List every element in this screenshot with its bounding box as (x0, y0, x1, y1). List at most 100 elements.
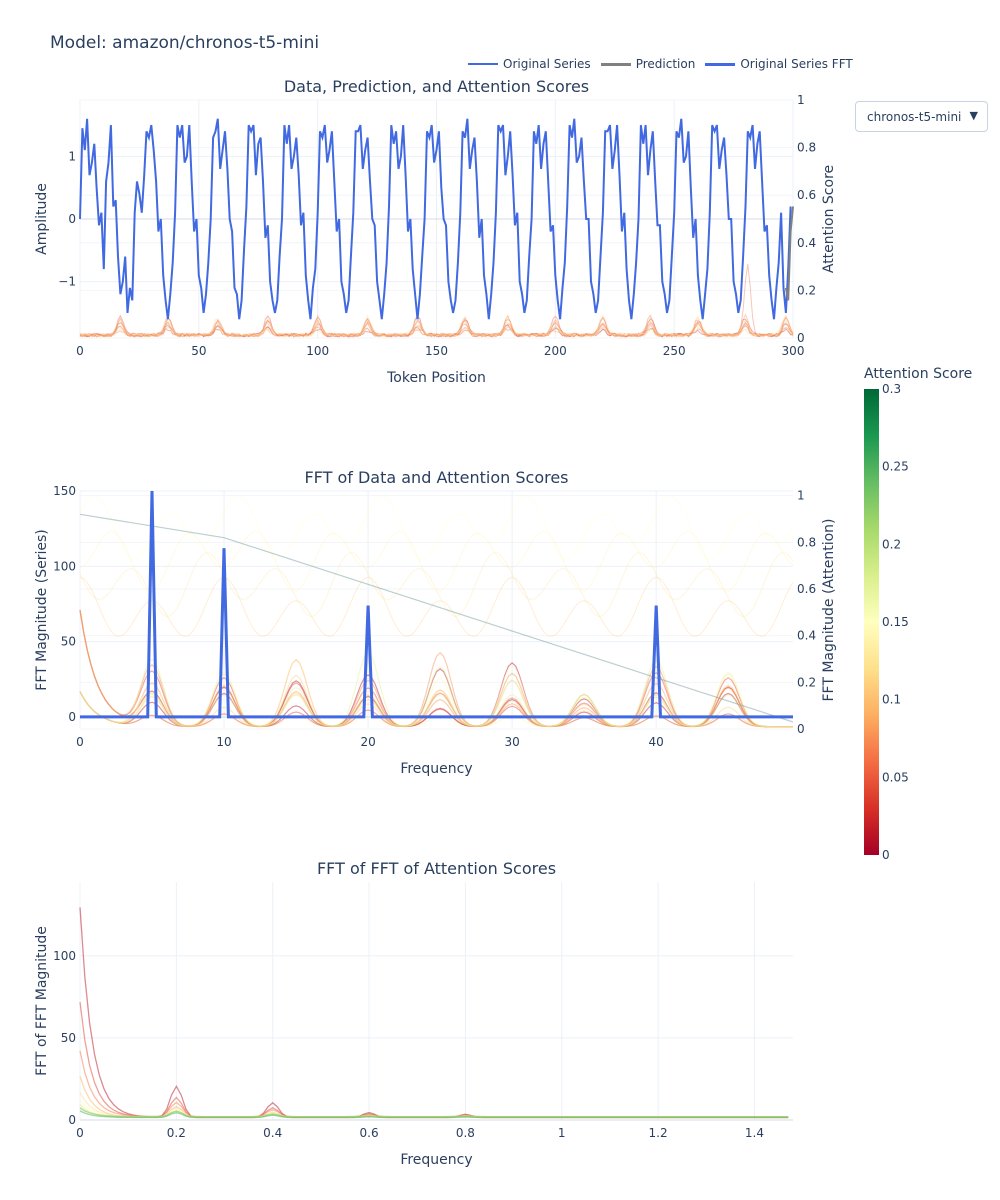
colorbar-tick-label: 0.2 (882, 537, 901, 551)
attention-fft-line (79, 691, 793, 728)
series-line-prediction (784, 206, 794, 301)
x-tick-label: 1 (558, 1126, 566, 1140)
x-tick-label: 100 (306, 344, 329, 358)
attention-line (79, 313, 794, 338)
triangle-down-icon: ▼ (969, 109, 978, 122)
fft-of-fft-line (79, 1050, 789, 1118)
y-tick-label: 50 (61, 1031, 76, 1045)
series-line-original (79, 118, 792, 320)
x-tick-label: 0 (76, 735, 84, 749)
y2-tick-label: 1 (797, 93, 805, 107)
attention-line (79, 314, 794, 338)
legend-item-original-series[interactable]: Original Series (468, 57, 591, 71)
y-tick-label: 100 (53, 559, 76, 573)
legend-label: Prediction (635, 57, 696, 71)
y2-tick-label: 0.4 (797, 236, 816, 250)
model-select-dropdown[interactable]: chronos-t5-mini ▼ (855, 101, 988, 132)
attention-line (79, 315, 794, 338)
y-tick-label: 0 (68, 212, 76, 226)
x-tick-label: 1.4 (745, 1126, 764, 1140)
colorbar-tick-label: 0.3 (882, 382, 901, 396)
y-tick-label: 150 (53, 484, 76, 498)
y2-axis-title: FFT Magnitude (Attention) (821, 518, 837, 701)
attention-line (79, 315, 794, 338)
legend-item-original-series-fft[interactable]: Original Series FFT (705, 57, 853, 71)
x-axis-title: Frequency (400, 1152, 472, 1168)
y2-tick-label: 0 (797, 331, 805, 345)
y2-tick-label: 0.8 (797, 141, 816, 155)
attention-fft-line (79, 495, 794, 561)
y2-axis-title: Attention Score (821, 165, 837, 273)
x-tick-label: 1.2 (649, 1126, 668, 1140)
legend-item-prediction[interactable]: Prediction (600, 57, 696, 71)
dropdown-selected-value: chronos-t5-mini (867, 109, 962, 124)
y-tick-label: 1 (68, 149, 76, 163)
y-tick-label: 0 (68, 710, 76, 724)
fft-of-fft-line (79, 1107, 789, 1118)
x-tick-label: 30 (504, 735, 519, 749)
y2-tick-label: 0.8 (797, 535, 816, 549)
y-tick-label: 0 (68, 1113, 76, 1127)
attention-fft-line (79, 609, 793, 728)
panel1-axes: Data, Prediction, and Attention Scores 0 5… (34, 77, 837, 386)
subplot-title: FFT of FFT of Attention Scores (317, 859, 556, 878)
attention-fft-line (79, 682, 793, 728)
y-tick-label: 50 (61, 635, 76, 649)
panel3-axes: FFT of FFT of Attention Scores 0 0.2 0.4 0.6… (34, 859, 793, 1168)
attention-fft-line (79, 552, 794, 617)
y2-tick-label: 1 (797, 489, 805, 503)
attention-line (79, 314, 794, 338)
x-tick-label: 50 (191, 344, 206, 358)
y-axis-title: FFT of FFT Magnitude (34, 926, 50, 1076)
y2-tick-label: 0.2 (797, 675, 816, 689)
fft-of-fft-line (79, 907, 789, 1119)
x-tick-label: 10 (216, 735, 231, 749)
fft-of-fft-lines (79, 907, 789, 1119)
x-tick-label: 200 (544, 344, 567, 358)
y2-tick-label: 0.6 (797, 582, 816, 596)
attention-fft-lines (79, 495, 794, 728)
legend-swatch-prediction (600, 62, 631, 66)
subplot-title: Data, Prediction, and Attention Scores (284, 77, 589, 96)
x-tick-label: 0.4 (263, 1126, 282, 1140)
attention-fft-line (79, 609, 793, 728)
y2-tick-label: 0.2 (797, 283, 816, 297)
attention-fft-line (79, 531, 794, 592)
y2-tick-label: 0 (797, 722, 805, 736)
attention-line (79, 316, 794, 338)
colorbar-title: Attention Score (864, 366, 972, 382)
attention-line (79, 314, 794, 338)
y-tick-label: 100 (53, 949, 76, 963)
colorbar-tick-label: 0 (882, 848, 890, 862)
attention-lines-panel1 (79, 263, 794, 338)
colorbar-tick-label: 0.25 (882, 460, 909, 474)
x-tick-label: 0 (76, 344, 84, 358)
attention-fft-line (79, 691, 793, 728)
attention-fft-line (79, 689, 793, 728)
x-axis-title: Frequency (400, 761, 472, 777)
attention-fft-line (79, 513, 794, 723)
y-tick-label: −1 (58, 275, 76, 289)
fft-of-fft-line (79, 1002, 789, 1118)
y-axis-title: FFT Magnitude (Series) (34, 529, 50, 690)
subplot-title: FFT of Data and Attention Scores (304, 468, 568, 487)
x-tick-label: 0.2 (167, 1126, 186, 1140)
attention-fft-line (79, 652, 793, 728)
attention-line (79, 315, 794, 338)
colorbar-tick-label: 0.15 (882, 615, 909, 629)
page-title: Model: amazon/chronos-t5-mini (50, 33, 320, 53)
colorbar-bar (864, 389, 879, 855)
chart-legend: Original Series Prediction Original Seri… (468, 57, 853, 71)
y2-tick-label: 0.4 (797, 629, 816, 643)
y2-tick-label: 0.6 (797, 188, 816, 202)
attention-line (79, 263, 794, 338)
legend-swatch-original-series (468, 63, 498, 65)
attention-fft-line (79, 576, 794, 637)
y-axis-title: Amplitude (34, 183, 50, 255)
x-tick-label: 150 (425, 344, 448, 358)
attention-line (79, 313, 794, 338)
attention-fft-line (79, 658, 793, 728)
x-tick-label: 20 (360, 735, 375, 749)
